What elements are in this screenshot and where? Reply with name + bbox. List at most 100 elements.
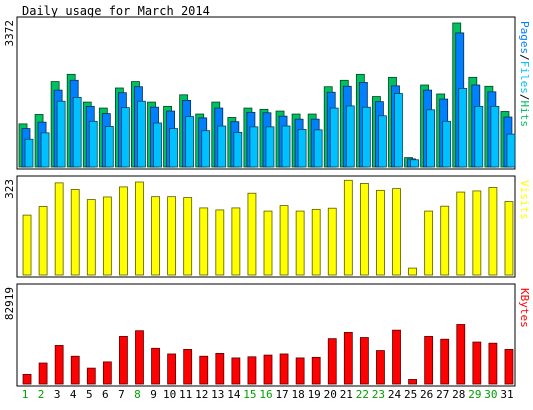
bar-visits-day-11	[183, 197, 193, 276]
bar-visits-day-9	[151, 196, 160, 276]
x-tick-label-day-28: 28	[452, 388, 465, 401]
bar-hits-pages-day-8	[137, 100, 146, 168]
x-tick-label-day-23: 23	[372, 388, 385, 401]
bar-kbytes-day-18	[295, 357, 305, 385]
bar-kbytes-day-31	[504, 349, 514, 385]
bar-hits-pages-day-17	[281, 125, 291, 168]
series-label-part: KBytes	[518, 288, 531, 328]
panel-max-label-hits: 3372	[3, 20, 16, 47]
bar-visits-day-8	[135, 181, 144, 276]
bar-hits-pages-day-23	[378, 115, 387, 168]
bar-kbytes-day-24	[392, 329, 401, 385]
bar-hits-pages-day-24	[394, 93, 403, 168]
x-tick-label-day-18: 18	[292, 388, 305, 401]
series-label-part: Hits	[518, 101, 531, 128]
bar-visits-day-10	[167, 196, 177, 276]
bar-kbytes-day-10	[167, 353, 177, 385]
bar-kbytes-day-28	[456, 324, 466, 385]
bar-kbytes-day-3	[54, 345, 64, 385]
bar-visits-day-15	[247, 192, 257, 276]
bar-visits-day-30	[488, 187, 498, 276]
x-tick-label-day-11: 11	[179, 388, 192, 401]
bar-visits-day-12	[199, 207, 209, 276]
bar-kbytes-day-17	[279, 353, 289, 385]
bar-kbytes-day-20	[327, 338, 337, 385]
bar-kbytes-day-14	[231, 357, 241, 385]
bar-kbytes-day-11	[183, 349, 193, 385]
bar-kbytes-day-13	[215, 352, 225, 385]
x-tick-label-day-20: 20	[324, 388, 337, 401]
x-axis-day-labels: 1 2 3 4 5 6 7 8 9 10 11 12 13 14 15 16 17 18 19 20 21 22 23 24 2…	[22, 388, 514, 401]
x-tick-label-day-12: 12	[195, 388, 208, 401]
bar-hits-pages-day-2	[40, 132, 50, 168]
bar-hits-pages-day-10	[169, 128, 178, 168]
bar-kbytes-day-7	[119, 335, 128, 385]
bar-visits-day-25	[408, 267, 417, 276]
x-tick-label-day-15: 15	[243, 388, 256, 401]
bar-kbytes-day-16	[263, 354, 273, 385]
series-label-part: Pages	[518, 21, 531, 54]
bar-visits-day-21	[343, 179, 353, 276]
x-tick-label-day-9: 9	[150, 388, 157, 401]
bar-kbytes-day-22	[359, 337, 369, 385]
panel-max-label-kbytes: 82919	[3, 287, 16, 320]
bar-visits-day-4	[70, 189, 80, 276]
x-tick-label-day-5: 5	[86, 388, 93, 401]
bar-kbytes-day-4	[70, 355, 80, 385]
bar-kbytes-day-21	[343, 332, 353, 385]
bar-hits-pages-day-6	[104, 126, 114, 168]
bar-hits-pages-day-12	[201, 130, 211, 168]
bar-hits-pages-day-21	[345, 105, 355, 168]
panel-series-label-kbytes: KBytes	[518, 288, 531, 328]
bar-kbytes-day-8	[135, 330, 144, 385]
x-tick-label-day-10: 10	[163, 388, 176, 401]
bar-hits-pages-day-22	[361, 106, 371, 168]
bar-hits-pages-day-18	[297, 129, 307, 168]
bar-hits-pages-day-7	[120, 107, 130, 168]
bar-visits-day-31	[504, 201, 514, 276]
bar-kbytes-day-1	[22, 373, 32, 385]
bar-hits-pages-day-5	[88, 120, 98, 168]
bar-hits-pages-day-4	[72, 96, 82, 168]
x-tick-label-day-2: 2	[38, 388, 45, 401]
x-tick-label-day-13: 13	[211, 388, 224, 401]
bar-visits-day-14	[231, 207, 241, 276]
bar-visits-day-27	[440, 205, 450, 276]
bar-visits-day-6	[102, 196, 112, 276]
x-tick-label-day-17: 17	[275, 388, 288, 401]
bar-kbytes-day-27	[440, 338, 450, 385]
bar-kbytes-day-23	[376, 350, 385, 385]
panel-hits: 3372 Pages/Files/Hits	[3, 16, 531, 170]
panel-kbytes: 82919 KBytes	[3, 283, 531, 387]
bar-hits-pages-day-31	[506, 133, 516, 168]
x-tick-label-day-1: 1	[22, 388, 29, 401]
bar-hits-pages-day-13	[217, 125, 227, 168]
panel-max-label-visits: 323	[3, 179, 16, 199]
x-tick-label-day-24: 24	[388, 388, 402, 401]
x-tick-label-day-7: 7	[118, 388, 125, 401]
bar-visits-day-18	[295, 210, 305, 276]
bar-hits-pages-day-30	[490, 105, 500, 168]
bar-kbytes-day-15	[247, 356, 257, 385]
bar-kbytes-day-30	[488, 342, 498, 385]
bar-hits-pages-day-15	[249, 126, 259, 168]
bar-visits-day-20	[327, 207, 337, 276]
bar-hits-pages-day-3	[56, 100, 66, 168]
x-tick-label-day-21: 21	[340, 388, 353, 401]
x-tick-label-day-27: 27	[436, 388, 449, 401]
x-tick-label-day-6: 6	[102, 388, 109, 401]
bar-kbytes-day-26	[424, 335, 434, 385]
x-tick-label-day-22: 22	[356, 388, 369, 401]
bar-visits-day-2	[38, 206, 48, 276]
bar-kbytes-day-2	[38, 362, 48, 385]
bar-hits-pages-day-26	[426, 109, 436, 168]
x-tick-label-day-8: 8	[134, 388, 141, 401]
bar-visits-day-7	[119, 186, 128, 276]
bar-visits-day-23	[376, 189, 385, 276]
bar-hits-pages-day-25	[410, 159, 419, 168]
x-tick-label-day-29: 29	[468, 388, 481, 401]
bar-visits-day-22	[359, 183, 369, 276]
x-tick-label-day-30: 30	[484, 388, 497, 401]
